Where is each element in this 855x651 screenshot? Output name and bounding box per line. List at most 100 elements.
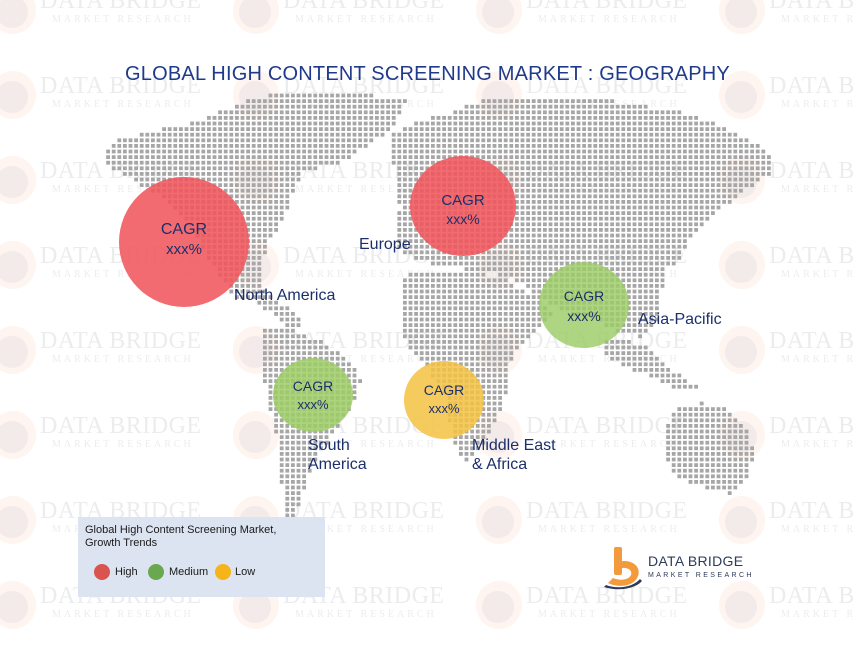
map-dot xyxy=(453,312,458,316)
map-dot xyxy=(425,306,430,311)
map-dot xyxy=(526,233,530,238)
map-dot xyxy=(543,244,547,249)
map-dot xyxy=(621,121,626,126)
map-dot xyxy=(229,194,234,199)
map-dot xyxy=(694,457,698,462)
map-dot xyxy=(257,149,262,154)
map-dot xyxy=(655,306,659,311)
map-dot xyxy=(279,418,284,423)
watermark-text: DATA BRIDGE xyxy=(769,498,855,524)
map-dot xyxy=(498,317,502,322)
map-dot xyxy=(436,312,441,316)
map-dot xyxy=(229,116,234,120)
map-dot xyxy=(358,99,362,103)
map-dot xyxy=(526,244,530,249)
map-dot xyxy=(722,127,726,131)
map-dot xyxy=(397,144,402,148)
map-dot xyxy=(694,429,698,434)
map-dot xyxy=(520,194,525,199)
map-dot xyxy=(627,323,631,327)
map-dot xyxy=(313,132,318,137)
map-dot xyxy=(481,418,486,423)
map-dot xyxy=(431,340,435,344)
map-dot xyxy=(694,138,698,143)
map-dot xyxy=(699,155,704,159)
map-dot xyxy=(587,99,592,103)
map-dot xyxy=(447,127,452,131)
map-dot xyxy=(173,138,178,143)
map-dot xyxy=(520,250,525,255)
map-dot xyxy=(419,250,424,255)
map-dot xyxy=(263,188,267,193)
map-dot xyxy=(436,272,441,277)
map-dot xyxy=(587,177,592,182)
map-dot xyxy=(459,144,463,148)
map-dot xyxy=(604,194,609,199)
map-dot xyxy=(571,222,575,227)
map-dot xyxy=(464,295,469,299)
map-dot xyxy=(638,132,642,137)
map-dot xyxy=(419,166,424,171)
map-dot xyxy=(285,328,290,333)
map-dot xyxy=(509,155,514,159)
map-dot xyxy=(274,99,278,103)
map-dot xyxy=(671,155,676,159)
map-dot xyxy=(195,155,200,159)
map-dot xyxy=(638,351,642,355)
map-dot xyxy=(246,267,250,271)
map-dot xyxy=(403,222,407,227)
map-dot xyxy=(235,166,239,171)
map-dot xyxy=(179,155,183,159)
map-dot xyxy=(223,188,228,193)
map-dot xyxy=(621,351,626,355)
map-dot xyxy=(649,256,654,260)
map-dot xyxy=(134,166,138,171)
map-dot xyxy=(509,233,514,238)
map-dot xyxy=(481,300,486,305)
map-dot xyxy=(436,317,441,322)
map-dot xyxy=(459,138,463,143)
bubble-south-america: CAGR xxx% xyxy=(273,358,353,432)
map-dot xyxy=(515,261,519,266)
map-dot xyxy=(571,144,575,148)
map-dot xyxy=(587,149,592,154)
map-dot xyxy=(302,149,306,154)
map-dot xyxy=(279,155,284,159)
map-dot xyxy=(464,340,469,344)
map-dot xyxy=(576,211,581,215)
map-dot xyxy=(481,340,486,344)
map-dot xyxy=(291,121,295,126)
map-dot xyxy=(671,418,676,423)
map-dot xyxy=(268,407,273,411)
map-dot xyxy=(481,362,486,367)
map-dot xyxy=(218,110,222,115)
map-dot xyxy=(162,155,166,159)
map-dot xyxy=(190,132,194,137)
map-dot xyxy=(498,407,502,411)
watermark-text: DATA BRIDGE xyxy=(769,73,855,99)
map-dot xyxy=(559,121,564,126)
map-dot xyxy=(313,99,318,103)
map-dot xyxy=(666,244,670,249)
map-dot xyxy=(722,440,726,445)
map-dot xyxy=(263,177,267,182)
map-dot xyxy=(677,127,682,131)
map-dot xyxy=(683,239,687,243)
map-dot xyxy=(655,166,659,171)
map-dot xyxy=(688,166,693,171)
map-dot xyxy=(475,424,480,428)
map-dot xyxy=(195,160,200,165)
map-dot xyxy=(621,127,626,131)
map-dot xyxy=(481,267,486,271)
map-dot xyxy=(285,496,290,501)
map-dot xyxy=(408,312,413,316)
map-dot xyxy=(509,144,514,148)
map-dot xyxy=(705,446,710,451)
map-dot xyxy=(615,211,620,215)
map-dot xyxy=(436,127,441,131)
map-dot xyxy=(442,132,446,137)
map-dot xyxy=(263,138,267,143)
map-dot xyxy=(268,373,273,378)
map-dot xyxy=(167,166,172,171)
map-dot xyxy=(324,116,329,120)
